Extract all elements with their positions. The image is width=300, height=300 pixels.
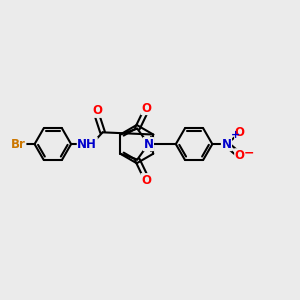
Text: −: − [244,147,255,160]
Text: O: O [92,104,102,117]
Text: O: O [141,174,151,187]
Text: NH: NH [77,138,97,151]
Text: O: O [141,101,151,115]
Text: N: N [143,138,153,151]
Text: O: O [235,126,245,140]
Text: N: N [221,138,232,151]
Text: Br: Br [11,138,26,151]
Text: +: + [231,130,240,140]
Text: O: O [235,149,245,162]
